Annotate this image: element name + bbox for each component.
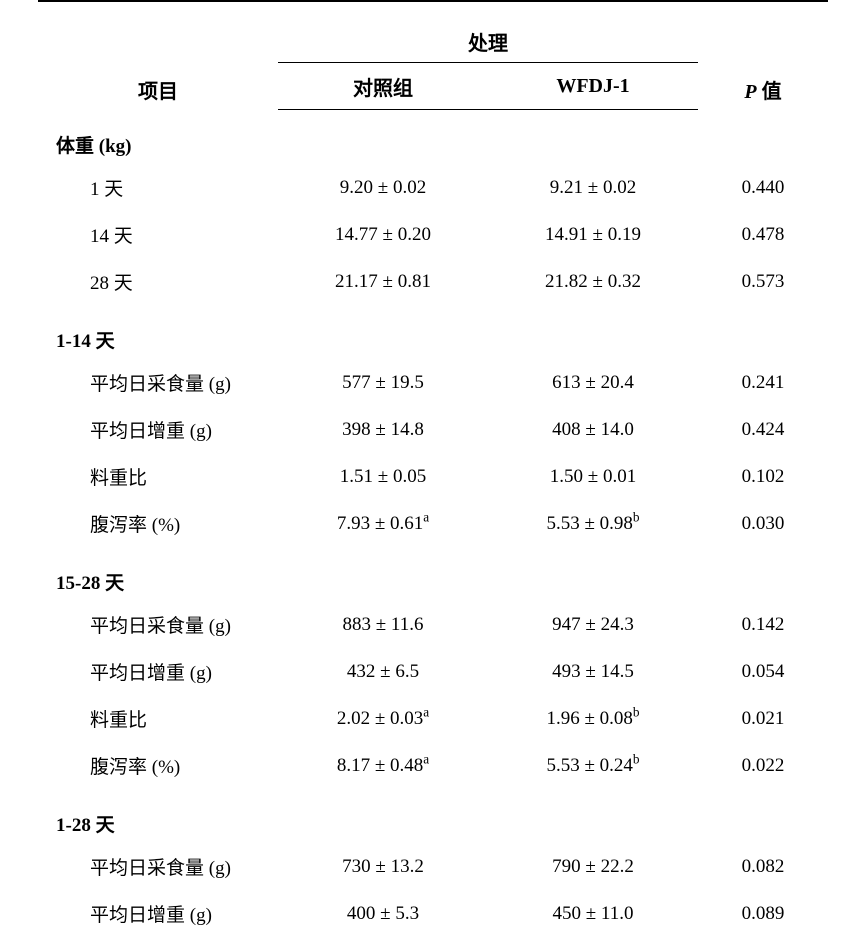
superscript: b: [633, 704, 640, 719]
row-label: 28 天: [38, 258, 278, 305]
cell-control: 14.77 ± 0.20: [278, 211, 488, 258]
table-header-row-1: 项目 处理 P 值: [38, 16, 828, 63]
cell-treatment: 408 ± 14.0: [488, 406, 698, 453]
superscript: a: [423, 751, 429, 766]
cell-pvalue: 0.573: [698, 258, 828, 305]
row-label: 1 天: [38, 164, 278, 211]
cell-treatment: 1.50 ± 0.01: [488, 453, 698, 500]
cell-treatment: 613 ± 20.4: [488, 359, 698, 406]
cell-treatment: 1.96 ± 0.08b: [488, 695, 698, 742]
header-p-suffix: 值: [757, 81, 782, 103]
cell-pvalue: 0.054: [698, 648, 828, 695]
superscript: a: [423, 704, 429, 719]
data-table: 项目 处理 P 值 对照组 WFDJ-1 体重 (kg)1 天9.20 ± 0.…: [38, 0, 828, 937]
cell-treatment: 5.53 ± 0.24b: [488, 742, 698, 789]
table-row: 平均日采食量 (g)883 ± 11.6947 ± 24.30.142: [38, 601, 828, 648]
section-title: 1-14 天: [38, 305, 828, 359]
cell-pvalue: 0.021: [698, 695, 828, 742]
cell-control: 577 ± 19.5: [278, 359, 488, 406]
row-label: 料重比: [38, 695, 278, 742]
cell-control: 21.17 ± 0.81: [278, 258, 488, 305]
table-body: 体重 (kg)1 天9.20 ± 0.029.21 ± 0.020.44014 …: [38, 110, 828, 938]
cell-treatment: 21.82 ± 0.32: [488, 258, 698, 305]
table-row: 平均日采食量 (g)730 ± 13.2790 ± 22.20.082: [38, 843, 828, 890]
cell-pvalue: 0.424: [698, 406, 828, 453]
cell-treatment: 9.21 ± 0.02: [488, 164, 698, 211]
row-label: 平均日采食量 (g): [38, 601, 278, 648]
table-row: 28 天21.17 ± 0.8121.82 ± 0.320.573: [38, 258, 828, 305]
table-row: 平均日增重 (g)398 ± 14.8408 ± 14.00.424: [38, 406, 828, 453]
table-row: 腹泻率 (%)7.93 ± 0.61a5.53 ± 0.98b0.030: [38, 500, 828, 547]
cell-control: 1.51 ± 0.05: [278, 453, 488, 500]
cell-pvalue: 0.022: [698, 742, 828, 789]
cell-pvalue: 0.082: [698, 843, 828, 890]
header-wfdj1: WFDJ-1: [488, 63, 698, 110]
table-row: 1 天9.20 ± 0.029.21 ± 0.020.440: [38, 164, 828, 211]
cell-control: 2.02 ± 0.03a: [278, 695, 488, 742]
table-row: 腹泻率 (%)8.17 ± 0.48a5.53 ± 0.24b0.022: [38, 742, 828, 789]
row-label: 料重比: [38, 453, 278, 500]
cell-treatment: 450 ± 11.0: [488, 890, 698, 937]
cell-pvalue: 0.440: [698, 164, 828, 211]
cell-pvalue: 0.241: [698, 359, 828, 406]
table-row: 平均日采食量 (g)577 ± 19.5613 ± 20.40.241: [38, 359, 828, 406]
row-label: 平均日采食量 (g): [38, 843, 278, 890]
table-row: 平均日增重 (g)400 ± 5.3450 ± 11.00.089: [38, 890, 828, 937]
section-title: 15-28 天: [38, 547, 828, 601]
cell-control: 9.20 ± 0.02: [278, 164, 488, 211]
cell-pvalue: 0.030: [698, 500, 828, 547]
header-p-letter: P: [744, 81, 756, 103]
cell-control: 883 ± 11.6: [278, 601, 488, 648]
superscript: b: [633, 509, 640, 524]
superscript: a: [423, 509, 429, 524]
row-label: 腹泻率 (%): [38, 500, 278, 547]
section-title: 体重 (kg): [38, 110, 828, 165]
header-control: 对照组: [278, 63, 488, 110]
superscript: b: [633, 751, 640, 766]
cell-treatment: 14.91 ± 0.19: [488, 211, 698, 258]
cell-control: 400 ± 5.3: [278, 890, 488, 937]
section-header-row: 1-14 天: [38, 305, 828, 359]
header-pvalue: P 值: [698, 16, 828, 110]
cell-control: 8.17 ± 0.48a: [278, 742, 488, 789]
cell-treatment: 790 ± 22.2: [488, 843, 698, 890]
cell-control: 432 ± 6.5: [278, 648, 488, 695]
cell-pvalue: 0.478: [698, 211, 828, 258]
section-title: 1-28 天: [38, 789, 828, 843]
cell-treatment: 5.53 ± 0.98b: [488, 500, 698, 547]
cell-pvalue: 0.102: [698, 453, 828, 500]
table-row: 料重比2.02 ± 0.03a1.96 ± 0.08b0.021: [38, 695, 828, 742]
row-label: 平均日增重 (g): [38, 890, 278, 937]
table-row: 料重比1.51 ± 0.051.50 ± 0.010.102: [38, 453, 828, 500]
cell-treatment: 947 ± 24.3: [488, 601, 698, 648]
row-label: 腹泻率 (%): [38, 742, 278, 789]
cell-control: 7.93 ± 0.61a: [278, 500, 488, 547]
cell-control: 398 ± 14.8: [278, 406, 488, 453]
row-label: 平均日增重 (g): [38, 648, 278, 695]
cell-pvalue: 0.089: [698, 890, 828, 937]
cell-treatment: 493 ± 14.5: [488, 648, 698, 695]
table-row: 14 天14.77 ± 0.2014.91 ± 0.190.478: [38, 211, 828, 258]
table: 项目 处理 P 值 对照组 WFDJ-1 体重 (kg)1 天9.20 ± 0.…: [38, 0, 828, 937]
section-header-row: 1-28 天: [38, 789, 828, 843]
section-header-row: 15-28 天: [38, 547, 828, 601]
cell-control: 730 ± 13.2: [278, 843, 488, 890]
cell-pvalue: 0.142: [698, 601, 828, 648]
header-item: 项目: [38, 16, 278, 110]
section-header-row: 体重 (kg): [38, 110, 828, 165]
row-label: 14 天: [38, 211, 278, 258]
row-label: 平均日采食量 (g): [38, 359, 278, 406]
row-label: 平均日增重 (g): [38, 406, 278, 453]
header-group-treatment: 处理: [278, 16, 698, 63]
table-row: 平均日增重 (g)432 ± 6.5493 ± 14.50.054: [38, 648, 828, 695]
